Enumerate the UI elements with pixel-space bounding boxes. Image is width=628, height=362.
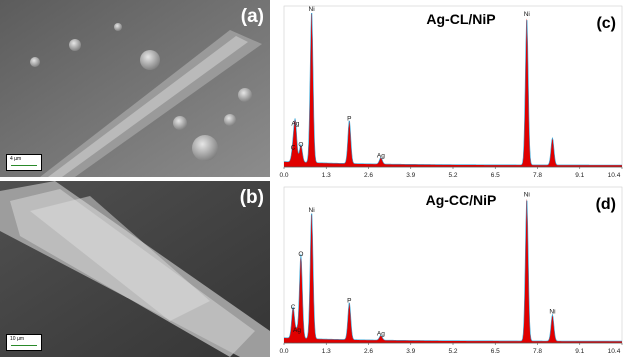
eds-spectrum-c-plot: 0.0 1.3 2.6 3.9 5.2 6.5 7.8 9.1 10.4 C O Ag Ni P Ag Ni A… xyxy=(279,5,623,179)
scale-bar-b-label: 10 µm xyxy=(10,336,24,342)
x-tick-label: 0.0 xyxy=(279,172,288,179)
x-tick-label: 7.8 xyxy=(533,348,542,355)
peak-label: P xyxy=(347,298,351,305)
sem-image-b-texture xyxy=(0,181,270,357)
peak-label: Ag xyxy=(377,153,385,160)
x-tick-label: 3.9 xyxy=(406,172,415,179)
peak-label: O xyxy=(298,251,303,258)
plot-frame xyxy=(283,186,623,344)
peak-label: C xyxy=(291,145,296,152)
eds-spectrum-c: 0.0 1.3 2.6 3.9 5.2 6.5 7.8 9.1 10.4 C O Ag Ni P Ag Ni A… xyxy=(270,0,628,181)
eds-spectrum-d-plot: 0.0 1.3 2.6 3.9 5.2 6.5 7.8 9.1 10.4 C Ag O Ni P Ag Ni N… xyxy=(279,186,623,355)
x-tick-label: 7.8 xyxy=(533,172,542,179)
panel-label: (d) xyxy=(596,196,616,213)
scale-bar-a: 4 µm xyxy=(6,154,42,171)
peak-label: C xyxy=(291,304,296,311)
scale-bar-b-line xyxy=(11,345,37,346)
panel-label-b: (b) xyxy=(239,187,264,208)
sem-image-a-texture xyxy=(0,0,270,177)
panel-label-a: (a) xyxy=(240,6,264,27)
chart-title: Ag-CC/NiP xyxy=(426,192,497,208)
scale-bar-a-label: 4 µm xyxy=(10,156,22,162)
x-tick-label: 6.5 xyxy=(491,348,500,355)
x-tick-label: 10.4 xyxy=(608,348,621,355)
x-tick-label: 9.1 xyxy=(575,348,584,355)
x-tick-label: 2.6 xyxy=(364,172,373,179)
x-tick-label: 0.0 xyxy=(279,348,288,355)
scale-bar-a-line xyxy=(11,165,37,166)
peak-label: Ag xyxy=(291,120,299,127)
x-tick-label: 10.4 xyxy=(608,172,621,179)
x-tick-label: 2.6 xyxy=(364,348,373,355)
x-tick-label: 5.2 xyxy=(448,172,457,179)
panel-label: (c) xyxy=(596,15,616,32)
x-tick-label: 5.2 xyxy=(448,348,457,355)
spectrum-envelope xyxy=(283,13,622,166)
chart-title: Ag-CL/NiP xyxy=(426,11,495,27)
eds-spectrum-d: 0.0 1.3 2.6 3.9 5.2 6.5 7.8 9.1 10.4 C Ag O Ni P Ag Ni N… xyxy=(270,181,628,357)
scale-bar-b: 10 µm xyxy=(6,334,42,351)
peak-label: Ni xyxy=(309,207,315,214)
peak-label: Ni xyxy=(524,11,530,18)
plot-frame xyxy=(283,5,623,168)
peak-label: O xyxy=(298,141,303,148)
x-tick-label: 1.3 xyxy=(322,172,331,179)
x-tick-label: 6.5 xyxy=(491,172,500,179)
peak-label: Ag xyxy=(293,327,301,334)
sem-image-b: (b) 10 µm xyxy=(0,181,270,357)
sem-image-a: (a) 4 µm xyxy=(0,0,270,177)
spectrum-envelope xyxy=(283,200,622,342)
x-tick-label: 9.1 xyxy=(575,172,584,179)
x-tick-label: 3.9 xyxy=(406,348,415,355)
peak-label: P xyxy=(347,116,351,123)
peak-label: Ni xyxy=(549,308,555,315)
peak-label: Ni xyxy=(309,6,315,13)
peak-label: Ag xyxy=(377,330,385,337)
x-tick-label: 1.3 xyxy=(322,348,331,355)
peak-label: Ni xyxy=(524,191,530,198)
